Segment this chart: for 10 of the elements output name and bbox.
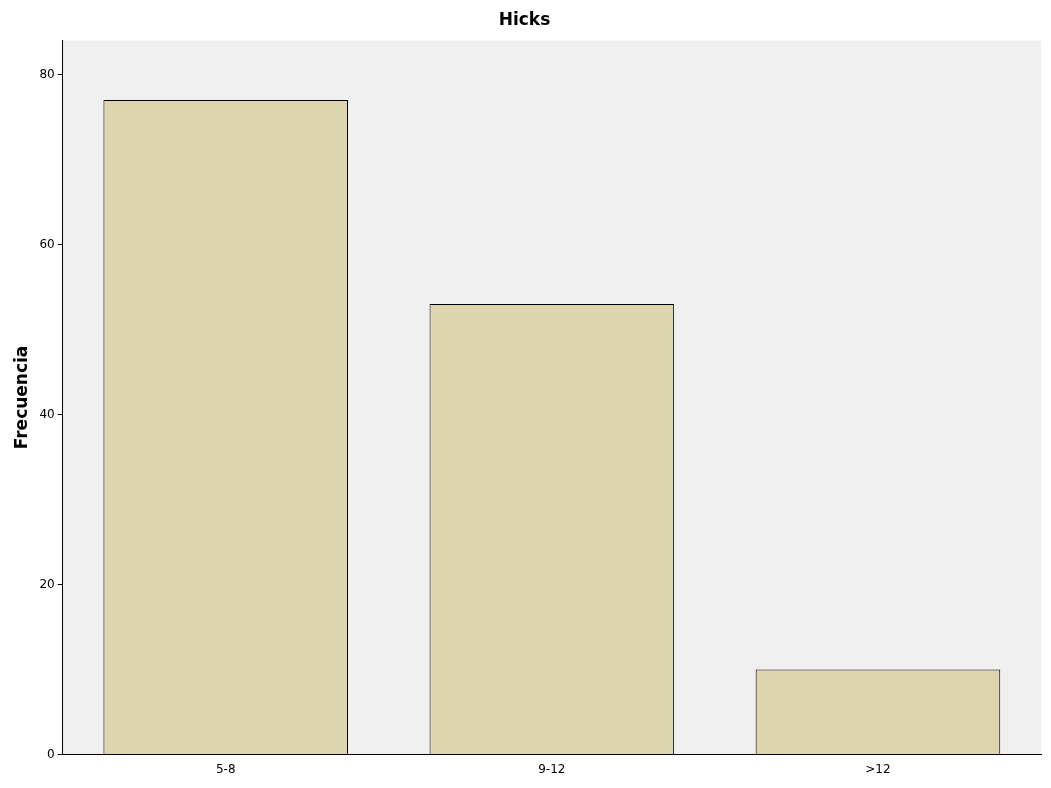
- x-tick-label: 5-8: [215, 761, 236, 776]
- y-axis-title: Frecuencia: [10, 345, 31, 450]
- y-tick-label: 40: [39, 406, 55, 421]
- y-tick-label: 60: [39, 236, 55, 251]
- chart-title: Hicks: [498, 8, 551, 29]
- y-tick-label: 80: [39, 66, 55, 81]
- x-tick-label: 9-12: [538, 761, 566, 776]
- y-tick-label: 0: [47, 746, 55, 761]
- x-tick-label: >12: [865, 761, 891, 776]
- y-tick-label: 20: [39, 576, 55, 591]
